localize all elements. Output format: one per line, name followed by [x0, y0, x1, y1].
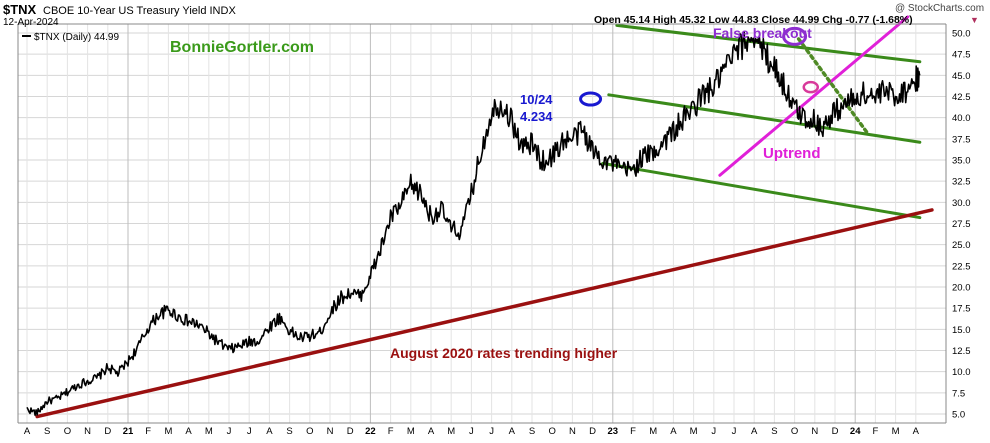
x-tick-label: O [549, 426, 556, 437]
y-tick-label: 40.0 [952, 113, 971, 124]
uptrend-annotation: Uptrend [763, 145, 821, 162]
y-tick-label: 15.0 [952, 325, 971, 336]
x-tick-label: F [872, 426, 878, 437]
x-tick-label: A [670, 426, 677, 437]
x-tick-label: S [529, 426, 535, 437]
x-tick-label: N [327, 426, 334, 437]
x-tick-label: 22 [365, 426, 376, 437]
x-tick-label: M [892, 426, 900, 437]
x-tick-label: J [227, 426, 232, 437]
x-tick-label: A [266, 426, 273, 437]
peak-value-annotation: 4.234 [520, 109, 553, 124]
x-tick-label: J [732, 426, 737, 437]
x-tick-label: M [447, 426, 455, 437]
tick-layer: 5.0 7.5 10.0 12.5 15.0 17.5 20.0 22.5 25.0 27.5 30… [24, 29, 971, 438]
y-tick-label: 35.0 [952, 156, 971, 167]
x-tick-label: J [469, 426, 474, 437]
trendline-channel-middle [607, 93, 922, 144]
x-tick-label: F [388, 426, 394, 437]
x-tick-label: J [247, 426, 252, 437]
false-breakout-annotation: False breakout [713, 25, 812, 41]
x-tick-label: O [791, 426, 798, 437]
x-tick-label: M [164, 426, 172, 437]
y-tick-label: 50.0 [952, 29, 971, 40]
x-tick-label: F [630, 426, 636, 437]
marker-peak-oct22 [579, 91, 603, 107]
x-tick-label: 24 [850, 426, 861, 437]
x-tick-label: M [690, 426, 698, 437]
x-tick-label: A [509, 426, 516, 437]
y-tick-label: 45.0 [952, 71, 971, 82]
marker-layer [579, 26, 820, 107]
trend-layer [35, 15, 934, 419]
x-tick-label: 23 [608, 426, 619, 437]
y-tick-label: 10.0 [952, 367, 971, 378]
y-tick-label: 22.5 [952, 261, 971, 272]
trendline-long-trend [35, 208, 934, 419]
y-tick-label: 20.0 [952, 283, 971, 294]
x-tick-label: D [589, 426, 596, 437]
ohlc-down-marker: ▼ [970, 15, 979, 25]
marker-retest [802, 80, 820, 94]
x-tick-label: S [44, 426, 50, 437]
x-tick-label: A [185, 426, 192, 437]
y-tick-label: 12.5 [952, 346, 971, 357]
chart-date: 12-Apr-2024 [3, 17, 59, 28]
y-tick-label: 47.5 [952, 50, 971, 61]
y-tick-label: 27.5 [952, 219, 971, 230]
x-tick-label: N [84, 426, 91, 437]
y-tick-label: 30.0 [952, 198, 971, 209]
x-tick-label: A [751, 426, 758, 437]
x-tick-label: D [104, 426, 111, 437]
x-tick-label: A [913, 426, 920, 437]
x-tick-label: N [569, 426, 576, 437]
peak-date-annotation: 10/24 [520, 92, 553, 107]
x-tick-label: D [832, 426, 839, 437]
x-tick-label: M [407, 426, 415, 437]
price-line [26, 30, 921, 416]
y-tick-label: 7.5 [952, 388, 965, 399]
x-tick-label: O [306, 426, 313, 437]
trendline-channel-lower [601, 161, 922, 220]
ticker-name: CBOE 10-Year US Treasury Yield INDX [43, 5, 236, 17]
watermark: @ StockCharts.com [895, 3, 984, 14]
y-tick-label: 32.5 [952, 177, 971, 188]
y-tick-label: 37.5 [952, 134, 971, 145]
x-tick-label: J [489, 426, 494, 437]
x-tick-label: D [347, 426, 354, 437]
trendline-channel-upper [615, 23, 922, 64]
price-layer [26, 30, 921, 416]
brand-annotation: BonnieGortler.com [170, 39, 314, 56]
x-tick-label: 21 [123, 426, 134, 437]
trendline-uptrend [718, 15, 910, 177]
grid-layer [18, 24, 946, 423]
x-tick-label: S [771, 426, 777, 437]
x-tick-label: S [286, 426, 292, 437]
x-tick-label: F [145, 426, 151, 437]
august-trend-annotation: August 2020 rates trending higher [390, 345, 618, 361]
x-tick-label: A [428, 426, 435, 437]
ohlc-readout: Open 45.14 High 45.32 Low 44.83 Close 44… [594, 14, 913, 26]
ticker-symbol: $TNX [3, 2, 37, 17]
trendline-dotted-decline [796, 37, 870, 135]
legend-label: $TNX (Daily) 44.99 [34, 32, 119, 43]
y-tick-label: 25.0 [952, 240, 971, 251]
x-tick-label: M [205, 426, 213, 437]
x-tick-label: O [64, 426, 71, 437]
x-tick-label: A [24, 426, 31, 437]
x-tick-label: M [649, 426, 657, 437]
x-tick-label: J [711, 426, 716, 437]
y-tick-label: 17.5 [952, 304, 971, 315]
marker-false-breakout [782, 26, 808, 46]
x-tick-label: N [811, 426, 818, 437]
y-tick-label: 5.0 [952, 410, 965, 421]
y-tick-label: 42.5 [952, 92, 971, 103]
